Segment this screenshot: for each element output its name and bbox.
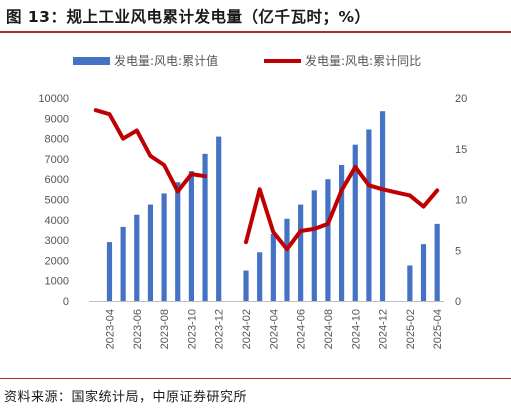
bar [161, 193, 167, 301]
x-tick-label: 2024-12 [378, 309, 390, 349]
x-tick-label: 2025-04 [432, 309, 444, 349]
bar [298, 204, 304, 301]
bar [366, 129, 372, 301]
y-right-tick-label: 15 [455, 144, 467, 156]
bar [134, 214, 140, 301]
bar [311, 190, 317, 301]
x-tick-label: 2023-12 [214, 309, 226, 349]
chart-title: 图 13：规上工业风电累计发电量（亿千瓦时；%） [6, 8, 371, 26]
x-tick-label: 2024-10 [350, 309, 362, 349]
series-line [244, 165, 440, 252]
y-left-tick-label: 3000 [45, 235, 69, 247]
x-tick-label: 2024-06 [296, 309, 308, 349]
y-left-tick-label: 7000 [45, 154, 69, 166]
x-tick-label: 2023-10 [186, 309, 198, 349]
bar [270, 234, 276, 301]
x-tick-label: 2023-04 [104, 309, 116, 349]
bar [106, 242, 113, 301]
legend-line-label: 发电量:风电:累计同比 [305, 53, 421, 68]
legend-bar-swatch [73, 57, 110, 65]
y-left-tick-label: 10000 [38, 93, 69, 105]
x-tick-label: 2024-08 [323, 309, 335, 349]
x-tick-label: 2023-06 [132, 309, 144, 349]
title-divider [0, 31, 511, 33]
x-tick-label: 2024-02 [241, 309, 253, 349]
bar [434, 223, 440, 301]
y-right-tick-label: 0 [455, 296, 461, 308]
y-left-tick-label: 1000 [45, 276, 69, 288]
x-tick-label: 2024-04 [268, 309, 280, 349]
y-right-tick-label: 5 [455, 245, 461, 257]
y-left-tick-label: 8000 [45, 134, 69, 146]
y-right-tick-label: 20 [455, 93, 467, 105]
bar [120, 226, 126, 301]
x-tick-label: 2025-02 [405, 309, 417, 349]
y-left-tick-label: 2000 [45, 255, 69, 267]
chart-area: 发电量:风电:累计值 发电量:风电:累计同比0100020003000400050… [38, 53, 467, 349]
bar [339, 164, 345, 301]
bar [147, 204, 154, 301]
series-line [93, 108, 208, 194]
y-right-tick-label: 10 [455, 195, 467, 207]
bar [175, 182, 181, 301]
bar [216, 136, 222, 301]
bar [407, 265, 413, 301]
x-tick-label: 2023-08 [159, 309, 171, 349]
bar [202, 153, 208, 301]
bar [352, 144, 358, 301]
source-divider [0, 378, 511, 379]
bar [257, 252, 263, 301]
bar [243, 270, 249, 301]
y-left-tick-label: 0 [63, 296, 69, 308]
bar [325, 179, 331, 301]
y-left-tick-label: 4000 [45, 215, 69, 227]
y-left-tick-label: 6000 [45, 174, 69, 186]
bar [284, 218, 290, 301]
bar [188, 171, 194, 301]
y-left-tick-label: 9000 [45, 113, 69, 125]
source-note: 资料来源：国家统计局，中原证券研究所 [4, 390, 248, 405]
bar [420, 244, 427, 301]
bar [379, 111, 386, 301]
legend-bar-label: 发电量:风电:累计值 [114, 53, 218, 68]
y-left-tick-label: 5000 [45, 195, 69, 207]
